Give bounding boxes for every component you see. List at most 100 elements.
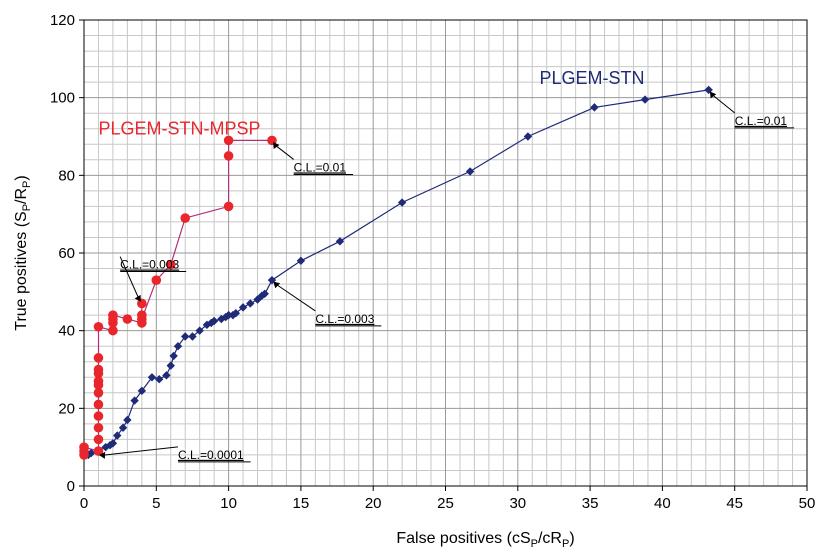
annotation-arrow-head	[99, 451, 106, 459]
series-2-point	[180, 213, 191, 223]
series-2-point	[93, 388, 104, 398]
series-2-point	[93, 376, 104, 386]
annotation-arrow-line	[119, 256, 140, 299]
series-1-point	[162, 371, 171, 380]
annotation-arrow-head	[273, 281, 281, 289]
y-axis-title-sub: P	[21, 181, 33, 188]
y-axis-title-part: )	[13, 175, 30, 180]
series-1-point	[113, 431, 122, 440]
annotations: C.L.=0.01 C.L.=0.01 C.L.=0.003 C.L.=0.003 C.…	[99, 91, 795, 463]
annotation-arrow-line	[711, 94, 736, 114]
y-axis-ticks: 0 20 40 60 80 100 120	[50, 12, 84, 495]
x-tick-label: 45	[726, 495, 743, 512]
series-1-point	[640, 95, 650, 104]
series-1-point	[296, 256, 306, 265]
x-tick-label: 35	[582, 495, 599, 512]
series-1-point	[224, 310, 233, 320]
x-tick-label: 20	[365, 495, 382, 512]
series-1-point	[260, 289, 269, 298]
x-axis-title-part: )	[569, 530, 574, 547]
annotation-arrow-line	[275, 144, 294, 160]
series-2-point	[93, 434, 104, 445]
x-axis-title-part: False positives (cS	[396, 530, 530, 547]
y-axis-title: True positives (SP/RP)	[13, 175, 33, 330]
series-1-point	[188, 332, 197, 341]
series-2-point	[223, 151, 234, 161]
series-1-point	[123, 415, 132, 425]
series-1-point	[590, 103, 599, 112]
annotation-arrow-head	[134, 294, 141, 302]
annotation-arrow-line	[102, 446, 179, 456]
series-1-point	[118, 423, 128, 432]
series-1-point	[335, 237, 345, 246]
y-tick-label: 40	[58, 323, 75, 340]
y-axis-title-part: /R	[13, 188, 30, 204]
series-2-point	[137, 314, 147, 324]
x-tick-label: 10	[220, 495, 237, 512]
series-2-point	[93, 321, 104, 332]
y-tick-label: 20	[58, 400, 75, 417]
annotation-arrow-line	[275, 283, 316, 312]
annotation-label: C.L.=0.003	[120, 258, 179, 272]
y-tick-label: 60	[58, 245, 75, 262]
series-label-plgem-stn-mpsp: PLGEM-STN-MPSP	[98, 119, 260, 139]
series-1-point	[195, 326, 204, 335]
series-1-point	[108, 439, 118, 448]
x-tick-label: 25	[437, 495, 454, 512]
x-axis-title-sub: P	[562, 538, 569, 550]
x-tick-label: 30	[509, 495, 526, 512]
annotation-label: C.L.=0.0001	[178, 448, 244, 462]
series-2-point	[93, 364, 104, 375]
series-1-point	[87, 448, 96, 458]
y-axis-title-sub: P	[21, 204, 33, 211]
series-1-point	[238, 303, 248, 312]
annotation-label: C.L.=0.01	[735, 114, 788, 128]
series-2-point	[223, 201, 234, 212]
annotation-arrow-head	[273, 142, 280, 149]
series-1-point	[147, 373, 157, 382]
series-2-point	[93, 446, 104, 456]
x-tick-label: 40	[654, 495, 671, 512]
x-axis-title-sub: P	[531, 538, 538, 550]
series-2-point	[108, 325, 118, 336]
series-2-point	[93, 422, 104, 433]
series-2-point	[137, 298, 147, 309]
series-2-point	[122, 314, 133, 324]
series-1-point	[169, 351, 178, 361]
series-label-plgem-stn: PLGEM-STN	[539, 68, 644, 88]
x-tick-label: 5	[152, 495, 160, 512]
series-1-point	[130, 396, 139, 405]
series-1-point	[465, 167, 475, 176]
series-2-point	[93, 353, 104, 363]
y-tick-label: 0	[67, 478, 75, 495]
series-1-point	[523, 132, 533, 141]
series-points	[79, 85, 713, 460]
series-1-point	[231, 308, 241, 318]
x-axis-ticks: 0 5 10 15 20 25 30 35 40 45 50	[80, 486, 816, 512]
x-tick-label: 15	[293, 495, 310, 512]
series-2-point	[151, 275, 162, 285]
series-1-point	[246, 299, 255, 308]
series-2-point	[165, 259, 176, 270]
y-tick-label: 100	[50, 90, 75, 107]
series-2-point	[223, 135, 234, 146]
series-2-point	[93, 411, 104, 421]
x-axis-title-part: /cR	[538, 530, 562, 547]
series-1-point	[202, 320, 212, 330]
series-1-point	[166, 361, 175, 370]
y-axis-title-part: True positives (S	[13, 211, 30, 330]
series-2-point	[93, 399, 104, 410]
x-axis-title: False positives (cSP/cRP)	[396, 530, 574, 550]
major-gridlines	[83, 19, 808, 487]
series-1-point	[173, 342, 183, 351]
series-1-point	[181, 332, 190, 341]
series-1-point	[209, 316, 219, 326]
x-tick-label: 50	[799, 495, 816, 512]
annotation-label: C.L.=0.003	[315, 312, 374, 326]
series-1-point	[137, 386, 147, 396]
y-tick-label: 120	[50, 12, 75, 29]
series-labels: PLGEM-STN PLGEM-STN-MPSP	[98, 68, 644, 138]
y-tick-label: 80	[58, 167, 75, 184]
series-2-point	[108, 310, 118, 320]
